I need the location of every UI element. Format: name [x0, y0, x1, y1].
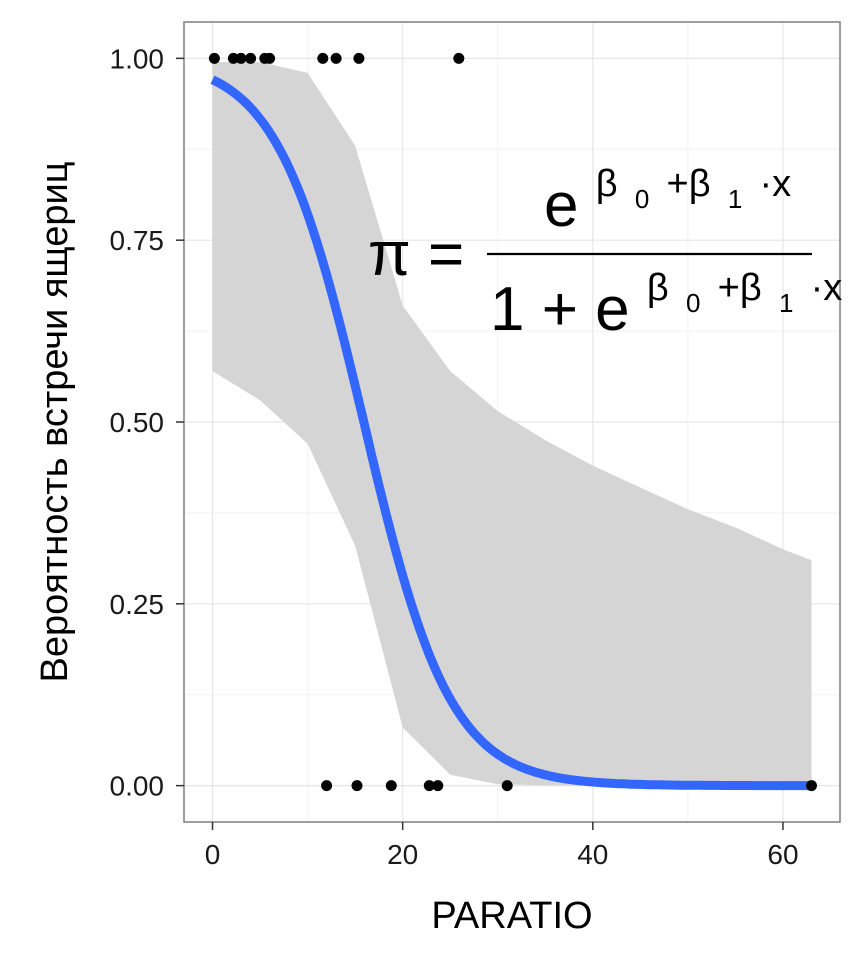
numerator-exp-beta: β [596, 163, 618, 205]
axes-layer: 0.00 0.25 0.50 0.75 1.00 0 20 40 60 [110, 21, 841, 870]
denominator-prefix: 1 + e [490, 275, 630, 344]
formula-denominator: 1 + e β 0 +β 1 ·x [490, 245, 842, 344]
x-tick-label: 0 [205, 839, 221, 870]
denominator-exp-sub1: 1 [779, 288, 793, 318]
denominator-exp-plus-beta: +β [718, 267, 762, 309]
data-point [317, 52, 329, 64]
y-tick-label: 0.50 [110, 407, 165, 438]
y-tick-label: 0.75 [110, 225, 165, 256]
data-point [227, 52, 239, 64]
data-point [321, 780, 333, 792]
data-point [208, 52, 220, 64]
data-point [453, 52, 465, 64]
data-point [423, 780, 435, 792]
numerator-base: e [544, 171, 578, 240]
data-point [351, 780, 363, 792]
formula-annotation: π = e β 0 +β 1 ·x 1 + e β 0 +β 1 ·x [368, 141, 842, 344]
denominator-exp-beta: β [647, 267, 669, 309]
fit-curve-layer [210, 75, 813, 791]
denominator-exp-sub0: 0 [686, 288, 700, 318]
data-point [353, 52, 365, 64]
data-point [330, 52, 342, 64]
confidence-band-layer [212, 62, 812, 786]
data-point [501, 780, 513, 792]
y-tick-label: 1.00 [110, 43, 165, 74]
data-point [245, 52, 257, 64]
x-axis-title: PARATIO [431, 895, 592, 937]
data-point [432, 780, 444, 792]
formula-lhs: π = [368, 220, 464, 289]
formula-numerator: e β 0 +β 1 ·x [544, 141, 791, 240]
data-point [385, 780, 397, 792]
y-tick-label: 0.00 [110, 771, 165, 802]
x-tick-label: 60 [767, 839, 798, 870]
x-tick-label: 40 [577, 839, 608, 870]
numerator-exp-x: ·x [760, 163, 792, 205]
y-axis-title: Вероятность встречи ящериц [34, 161, 76, 682]
numerator-exp-sub0: 0 [635, 184, 649, 214]
confidence-band [212, 62, 812, 786]
denominator-exp-x: ·x [811, 267, 843, 309]
numerator-exp-plus-beta: +β [667, 163, 711, 205]
logistic-fit-line [210, 75, 813, 791]
y-tick-label: 0.25 [110, 589, 165, 620]
data-point [235, 52, 247, 64]
data-point [806, 780, 817, 792]
data-points-layer [208, 52, 817, 792]
x-tick-label: 20 [387, 839, 418, 870]
numerator-exp-sub1: 1 [728, 184, 742, 214]
data-point [264, 52, 276, 64]
